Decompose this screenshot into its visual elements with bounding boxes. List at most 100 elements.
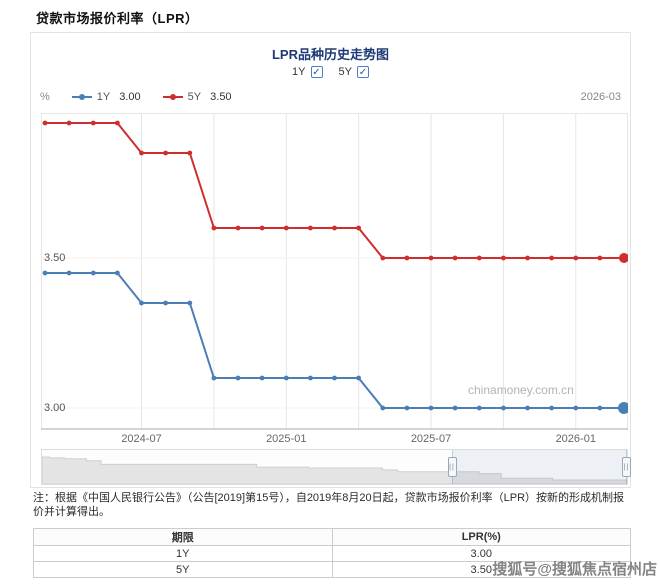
data-point — [308, 225, 313, 231]
toggle-5y-label: 5Y — [338, 66, 352, 78]
x-axis-label: 2025-07 — [410, 433, 452, 445]
data-point — [356, 225, 361, 231]
zoom-data-shadow — [42, 456, 627, 484]
data-point — [332, 375, 337, 381]
data-point — [259, 225, 265, 231]
lpr-trend-plot[interactable] — [41, 113, 628, 431]
plot-border — [41, 113, 628, 430]
data-point — [549, 405, 554, 411]
series-5y[interactable] — [42, 120, 628, 263]
data-point — [163, 150, 168, 156]
data-point — [139, 300, 144, 306]
datazoom-slider[interactable]: || || — [41, 449, 631, 485]
data-point — [115, 270, 120, 276]
data-point — [115, 120, 120, 126]
series-toggle-row: 1Y ✓ 5Y ✓ — [31, 66, 630, 78]
data-point — [573, 405, 579, 411]
x-axis-label: 2025-01 — [266, 433, 307, 445]
footnote: 注：根据《中国人民银行公告》（公告[2019]第15号），自2019年8月20日… — [33, 492, 625, 518]
data-point — [501, 405, 506, 411]
zoom-handle-icon: || — [449, 463, 455, 471]
data-point — [380, 255, 386, 261]
legend-label-1y: 1Y — [96, 91, 111, 103]
legend-item-1y[interactable]: 1Y 3.00 — [71, 91, 141, 103]
y-axis-label: 3.50 — [44, 252, 66, 264]
x-axis-max-label: 2026-03 — [580, 91, 621, 103]
data-point — [476, 405, 482, 411]
zoom-handle-icon: || — [623, 463, 630, 471]
y-axis-label: 3.00 — [44, 402, 66, 414]
table-cell-value-5y: 3.50 — [331, 561, 631, 578]
series-1y[interactable] — [42, 270, 628, 414]
data-point — [452, 405, 458, 411]
chart-header-row: % 1Y 3.00 5Y 3.50 2026-03 — [31, 89, 630, 105]
zoom-handle-right[interactable]: || — [622, 457, 631, 477]
data-point — [404, 255, 410, 261]
data-point — [283, 225, 289, 231]
legend-item-5y[interactable]: 5Y 3.50 — [162, 91, 232, 103]
table-cell-value-1y: 3.00 — [331, 545, 631, 562]
data-point — [163, 300, 168, 306]
data-point — [90, 270, 96, 276]
data-point — [139, 150, 144, 156]
zoom-handle-left[interactable]: || — [447, 457, 457, 477]
table-cell-term-1y: 1Y — [33, 545, 333, 562]
data-point — [42, 120, 48, 126]
line-marker-icon — [162, 94, 183, 100]
x-axis-label: 2026-01 — [555, 433, 596, 445]
chart-panel: LPR品种历史走势图 1Y ✓ 5Y ✓ % 1Y 3.00 5Y 3.50 2… — [30, 32, 631, 488]
page-title: 贷款市场报价利率（LPR） — [36, 11, 199, 26]
data-point — [66, 270, 72, 276]
legend-value-5y: 3.50 — [210, 91, 232, 103]
data-point — [211, 225, 217, 231]
table-header-lpr: LPR(%) — [331, 528, 631, 546]
data-point — [597, 405, 603, 411]
data-point — [187, 300, 193, 306]
data-point — [525, 255, 530, 261]
toggle-1y[interactable]: 1Y ✓ — [292, 66, 323, 78]
data-point — [573, 255, 579, 261]
table-cell-term-5y: 5Y — [33, 561, 333, 578]
data-point — [525, 405, 530, 411]
data-point — [428, 405, 434, 411]
data-point — [259, 375, 265, 381]
data-point — [452, 255, 458, 261]
table-row-5y: 5Y 3.50 — [33, 561, 631, 578]
data-point — [404, 405, 410, 411]
line-marker-icon — [71, 94, 92, 100]
data-point — [283, 375, 289, 381]
data-point — [90, 120, 96, 126]
data-point — [42, 270, 48, 276]
data-point — [619, 253, 628, 263]
table-row-1y: 1Y 3.00 — [33, 545, 631, 562]
checkbox-checked-icon[interactable]: ✓ — [310, 66, 323, 78]
zoom-window[interactable]: || || — [447, 450, 631, 484]
table-header-term: 期限 — [33, 528, 333, 546]
data-point — [476, 255, 482, 261]
legend-value-1y: 3.00 — [119, 91, 141, 103]
data-point — [428, 255, 434, 261]
data-point — [235, 225, 241, 231]
y-axis-unit-label: % — [40, 91, 50, 103]
data-point — [308, 375, 313, 381]
toggle-1y-label: 1Y — [292, 66, 306, 78]
data-point — [501, 255, 506, 261]
data-point — [549, 255, 554, 261]
lpr-table: 期限 LPR(%) 1Y 3.00 5Y 3.50 — [33, 528, 631, 578]
data-point — [187, 150, 193, 156]
legend-label-5y: 5Y — [187, 91, 202, 103]
data-point — [618, 402, 628, 414]
checkbox-checked-icon[interactable]: ✓ — [356, 66, 369, 78]
data-point — [597, 255, 603, 261]
data-point — [66, 120, 72, 126]
data-point — [356, 375, 361, 381]
zoom-shadow-chart — [42, 456, 627, 484]
data-point — [332, 225, 337, 231]
chinamoney-watermark: chinamoney.com.cn — [468, 383, 574, 397]
x-axis-label: 2024-07 — [121, 433, 162, 445]
chart-title: LPR品种历史走势图 — [271, 47, 389, 62]
toggle-5y[interactable]: 5Y ✓ — [339, 66, 369, 78]
data-point — [211, 375, 217, 381]
table-header-row: 期限 LPR(%) — [33, 528, 631, 546]
